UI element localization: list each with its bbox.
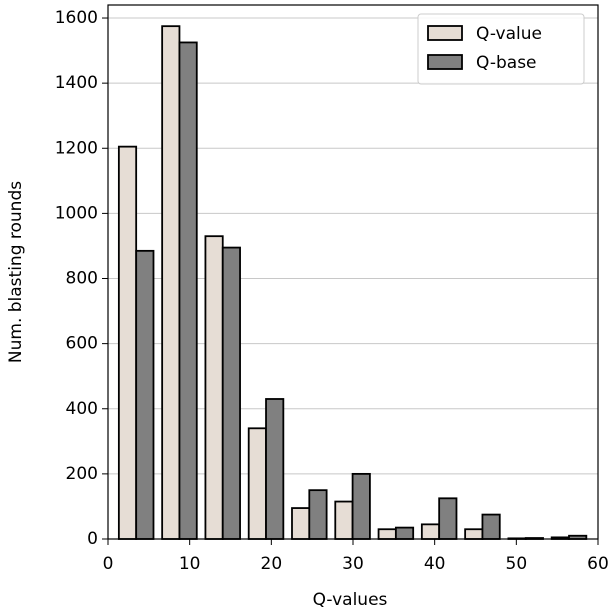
y-tick-label: 600: [66, 334, 98, 354]
x-tick-label: 30: [342, 554, 364, 574]
bar: [464, 528, 484, 540]
bar: [481, 513, 501, 540]
bar: [135, 249, 155, 540]
bar: [291, 507, 311, 540]
bar: [394, 526, 415, 540]
x-tick-label: 60: [587, 554, 609, 574]
y-tick-label: 800: [66, 269, 98, 289]
legend-label: Q-base: [476, 53, 537, 73]
x-tick-label: 40: [424, 554, 446, 574]
bar: [204, 235, 224, 540]
bar: [247, 427, 267, 540]
y-tick-label: 1000: [55, 203, 98, 223]
bar: [117, 145, 138, 540]
y-axis-label: Num. blasting rounds: [6, 181, 26, 363]
legend-swatch: [427, 54, 463, 70]
bar: [438, 497, 458, 540]
bar: [161, 25, 181, 540]
y-tick-label: 0: [87, 529, 98, 549]
plot-frame: [107, 4, 599, 540]
bar: [351, 472, 371, 540]
x-axis-label: Q-values: [313, 590, 388, 610]
x-tick-label: 50: [506, 554, 528, 574]
y-tick-label: 1600: [55, 8, 98, 28]
y-tick-label: 1400: [55, 73, 98, 93]
bar: [265, 398, 285, 540]
x-tick-label: 0: [103, 554, 114, 574]
bar: [334, 500, 354, 540]
bar: [308, 489, 328, 540]
bar: [221, 246, 241, 540]
bar: [377, 528, 397, 540]
legend-swatch: [427, 25, 463, 41]
y-tick-label: 400: [66, 399, 98, 419]
y-tick-label: 200: [66, 464, 98, 484]
bar: [420, 523, 441, 540]
legend-label: Q-value: [476, 24, 542, 44]
y-tick-label: 1200: [55, 138, 98, 158]
x-tick-label: 10: [179, 554, 201, 574]
x-tick-label: 20: [261, 554, 283, 574]
bar: [178, 41, 198, 540]
